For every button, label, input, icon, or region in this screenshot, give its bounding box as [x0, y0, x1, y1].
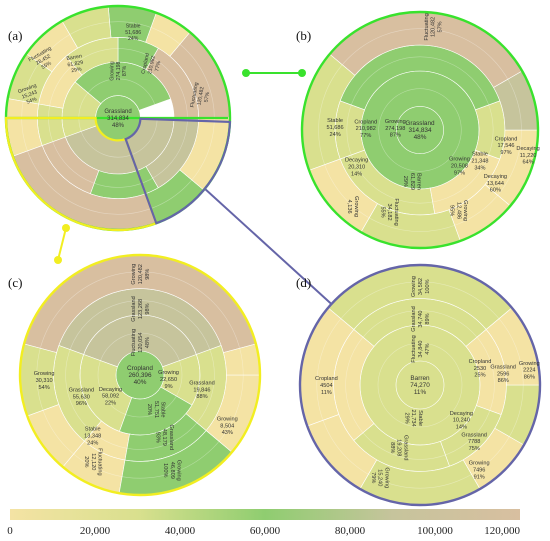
panel-c-segment-label: Fluctuating120,05448%: [131, 329, 151, 356]
colorbar-tick-0: 0: [7, 525, 13, 537]
connector-a-c: [57, 227, 67, 261]
colorbar: 0 20,000 40,000 60,000 80,000 100,000 12…: [7, 509, 521, 537]
panel-b-segment-label: Cropland 210,982 77%: [354, 119, 377, 139]
panel-b-segment-label: Cropland 17,546 97%: [495, 136, 518, 156]
panel-b-border: [300, 10, 540, 250]
connector-a-c-dot-end: [54, 256, 62, 264]
panel-d-segment-labels: Barren 74,270 11% Fluctuating34,84047% Grass…: [315, 276, 540, 488]
panel-c-rings: [18, 253, 262, 497]
panel-c-segment-label: Growing 22,650 9%: [158, 370, 179, 390]
panel-b-segment-label: Growing4,136: [346, 196, 359, 217]
panel-b-segment-labels: Grassland 314,834 48%Growing 274,198 87% Crop…: [327, 13, 540, 225]
panel-a-yellow-wedge: [4, 116, 158, 232]
panel-c-guide-ring: [36, 271, 244, 479]
panel-d-segment-label: Growing 2224 86%: [519, 361, 540, 381]
panel-c-segment-label: Growing 30,310 54%: [34, 371, 55, 391]
connector-a-b-dot-end: [298, 69, 306, 77]
panel-d-segment-label: Cropland 4504 11%: [315, 376, 338, 396]
panel-a-segment-label: Cropland210,98277%: [141, 53, 164, 78]
panel-c-segment-label: Grassland123,26898%: [131, 296, 151, 322]
panel-a-segment-label: Growing274,19887%: [109, 61, 128, 80]
panel-c-segment-label: Stable 13,348 24%: [84, 427, 101, 447]
panel-b-guide-ring: [346, 56, 494, 204]
connector-a-c-dot-start: [62, 224, 70, 232]
panel-d-guide-ring: [377, 342, 463, 428]
colorbar-tick-6: 120,000: [484, 525, 520, 537]
panel-c-segment-label: Fluctuating12,12020%: [83, 448, 103, 475]
panel-d-segment-label: Growing15,24079%: [370, 467, 390, 488]
panel-a-segment-label: Barren61,82929%: [66, 53, 85, 74]
panel-d-segment-label: Cropland 2530 25%: [469, 359, 492, 379]
panel-a: Grassland 314,834 48% Growing274,19887% Crop…: [4, 4, 232, 232]
panel-b-segment-label: Growing 20,508 97%: [449, 157, 470, 177]
panel-c: Cropland 260,396 40% Fluctuating120,05448% G…: [8, 253, 262, 497]
panel-b-rings: [300, 10, 540, 250]
panel-b-segment-label: Barren61,82929%: [402, 173, 422, 190]
panel-c-segment-label: Growing 8,504 43%: [217, 417, 238, 437]
panel-d-segment-label: Growing34,582100%: [411, 276, 431, 297]
panel-d-segment-label: Fluctuating34,84047%: [411, 335, 431, 362]
panel-c-center-label: Cropland 260,396 40%: [127, 365, 153, 386]
panel-b-segment-label: Stable 51,686 24%: [327, 118, 344, 138]
panel-b-segment-label: Fluctuating34,18255%: [379, 198, 399, 225]
panel-b-segment-label: Growing 274,198 87%: [385, 119, 406, 139]
panel-b-label: (b): [296, 28, 311, 43]
panel-d-border: [298, 263, 542, 507]
panel-d: Barren 74,270 11% Fluctuating34,84047% Grass…: [296, 263, 542, 507]
panel-c-border: [18, 253, 262, 497]
panel-d-segment-label: Decaying 10,240 14%: [450, 411, 473, 431]
panel-d-segment-label: Grassland 7788 75%: [461, 432, 487, 452]
panel-d-center-label: Barren 74,270 11%: [410, 375, 430, 396]
panel-b-segment-label: Decaying 13,644 60%: [484, 174, 507, 194]
panel-b-segment-label: Decaying 11,220 64%: [516, 146, 539, 166]
panel-c-guide-ring: [97, 332, 183, 418]
panel-b-segment-label: Fluctuating120,48257%: [424, 13, 444, 40]
panel-a-rings: [4, 4, 232, 232]
panel-c-segment-label: Stable51,75120%: [146, 401, 166, 418]
panel-d-segment-label: Grassland 2596 86%: [490, 364, 516, 384]
panel-c-segment-label: Grassland48,17993%: [154, 425, 174, 451]
panel-b-center-label: Grassland 314,834 48%: [405, 120, 435, 141]
panel-b: Grassland 314,834 48%Growing 274,198 87% Crop…: [296, 10, 540, 250]
panel-b-segment-label: Growing12,48695%: [449, 200, 469, 221]
panel-d-guide-ring: [316, 281, 524, 489]
connector-a-d: [192, 177, 339, 311]
panel-a-purple-wedge: [124, 117, 232, 225]
colorbar-tick-5: 100,000: [417, 525, 453, 537]
panel-a-center-label: Grassland 314,834 48%: [104, 109, 131, 129]
colorbar-tick-4: 80,000: [335, 525, 366, 537]
panel-d-segment-label: Stable21,73429%: [403, 410, 423, 427]
panel-b-segment-label: Stable 21,348 34%: [471, 152, 488, 172]
panel-a-label: (a): [8, 28, 22, 43]
colorbar-gradient: [10, 509, 520, 520]
panel-b-guide-ring: [378, 88, 462, 172]
panel-c-segment-label: Grassland 19,846 88%: [189, 380, 215, 400]
panel-c-segment-label: Growing120,48298%: [131, 264, 151, 285]
panel-c-segment-labels: Cropland 260,396 40% Fluctuating120,05448% G…: [34, 264, 238, 481]
panel-c-segment-label: Decaying 58,092 22%: [99, 387, 122, 407]
panel-d-rings: [298, 263, 542, 507]
colorbar-tick-3: 60,000: [250, 525, 281, 537]
panel-d-segment-label: Growing 7496 91%: [469, 461, 490, 481]
panel-d-segment-label: Grassland19,20888%: [389, 435, 409, 461]
panel-c-segment-label: Grassland 55,630 96%: [69, 388, 95, 408]
colorbar-tick-2: 40,000: [165, 525, 196, 537]
panel-a-segment-label: Stable 51,686 24%: [125, 23, 141, 42]
panel-d-label: (d): [296, 275, 311, 290]
panel-b-guide-ring: [318, 28, 522, 232]
panel-c-segment-label: Growing46,809100%: [162, 460, 182, 481]
connector-a-b-dot-start: [242, 69, 250, 77]
panel-a-segment-label: Fluctuating120,48257%: [190, 82, 213, 110]
panel-c-guide-ring: [65, 300, 215, 450]
panel-b-segment-label: Decaying 20,310 14%: [345, 158, 368, 178]
colorbar-tick-1: 20,000: [80, 525, 111, 537]
panel-c-label: (c): [8, 275, 22, 290]
panel-d-guide-ring: [345, 310, 495, 460]
panel-d-segment-label: Grassland34,74089%: [411, 306, 431, 332]
